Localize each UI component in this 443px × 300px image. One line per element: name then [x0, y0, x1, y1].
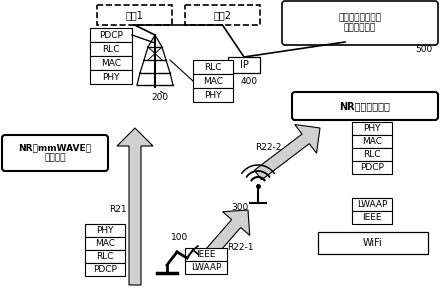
- Text: 承载2: 承载2: [214, 10, 232, 20]
- Text: PHY: PHY: [96, 226, 114, 235]
- Bar: [90, 28, 132, 42]
- Bar: [193, 60, 233, 74]
- Text: RLC: RLC: [363, 150, 381, 159]
- Bar: [90, 56, 132, 70]
- Text: R22-2: R22-2: [255, 143, 281, 152]
- Text: MAC: MAC: [203, 76, 223, 85]
- Bar: [193, 74, 233, 88]
- Bar: [185, 248, 227, 261]
- Text: PHY: PHY: [102, 73, 120, 82]
- Bar: [352, 211, 392, 224]
- Text: 300: 300: [231, 202, 249, 211]
- Polygon shape: [117, 128, 153, 285]
- Text: LWAAP: LWAAP: [357, 200, 387, 209]
- Text: PDCP: PDCP: [99, 31, 123, 40]
- FancyBboxPatch shape: [2, 135, 108, 171]
- Bar: [85, 263, 125, 276]
- Text: RLC: RLC: [96, 252, 114, 261]
- Bar: [352, 198, 392, 211]
- Text: 自动化工厂管理器
（数据分析）: 自动化工厂管理器 （数据分析）: [338, 13, 381, 33]
- Text: IEEE: IEEE: [362, 213, 382, 222]
- Polygon shape: [254, 124, 320, 180]
- Text: NR（mmWAVE）
波束扫描: NR（mmWAVE） 波束扫描: [19, 143, 92, 163]
- Bar: [85, 237, 125, 250]
- Bar: [352, 148, 392, 161]
- Text: MAC: MAC: [95, 239, 115, 248]
- Polygon shape: [195, 210, 250, 269]
- Text: 承载1: 承载1: [125, 10, 144, 20]
- Text: PHY: PHY: [204, 91, 222, 100]
- Bar: [90, 70, 132, 84]
- Bar: [85, 250, 125, 263]
- Bar: [185, 261, 227, 274]
- Text: NR（任意頻率）: NR（任意頻率）: [340, 101, 390, 111]
- Text: 100: 100: [171, 233, 189, 242]
- Bar: [97, 5, 172, 25]
- Text: LWAAP: LWAAP: [191, 263, 221, 272]
- Text: 500: 500: [416, 46, 433, 55]
- Bar: [228, 57, 260, 73]
- Bar: [318, 232, 428, 254]
- Text: R22-1: R22-1: [227, 244, 253, 253]
- Text: IEEE: IEEE: [196, 250, 216, 259]
- Text: 200: 200: [152, 93, 169, 102]
- Text: WiFi: WiFi: [363, 238, 383, 248]
- Text: RLC: RLC: [102, 44, 120, 53]
- Bar: [352, 161, 392, 174]
- Text: RLC: RLC: [204, 62, 222, 71]
- Text: PHY: PHY: [363, 124, 381, 133]
- Text: MAC: MAC: [362, 137, 382, 146]
- Bar: [185, 5, 260, 25]
- Bar: [193, 88, 233, 102]
- FancyBboxPatch shape: [292, 92, 438, 120]
- Text: MAC: MAC: [101, 58, 121, 68]
- Text: IP: IP: [240, 60, 249, 70]
- Text: R21: R21: [109, 206, 127, 214]
- Bar: [352, 135, 392, 148]
- Text: PDCP: PDCP: [360, 163, 384, 172]
- FancyBboxPatch shape: [282, 1, 438, 45]
- Text: 400: 400: [241, 76, 257, 85]
- Bar: [90, 42, 132, 56]
- Bar: [352, 122, 392, 135]
- Text: PDCP: PDCP: [93, 265, 117, 274]
- Bar: [85, 224, 125, 237]
